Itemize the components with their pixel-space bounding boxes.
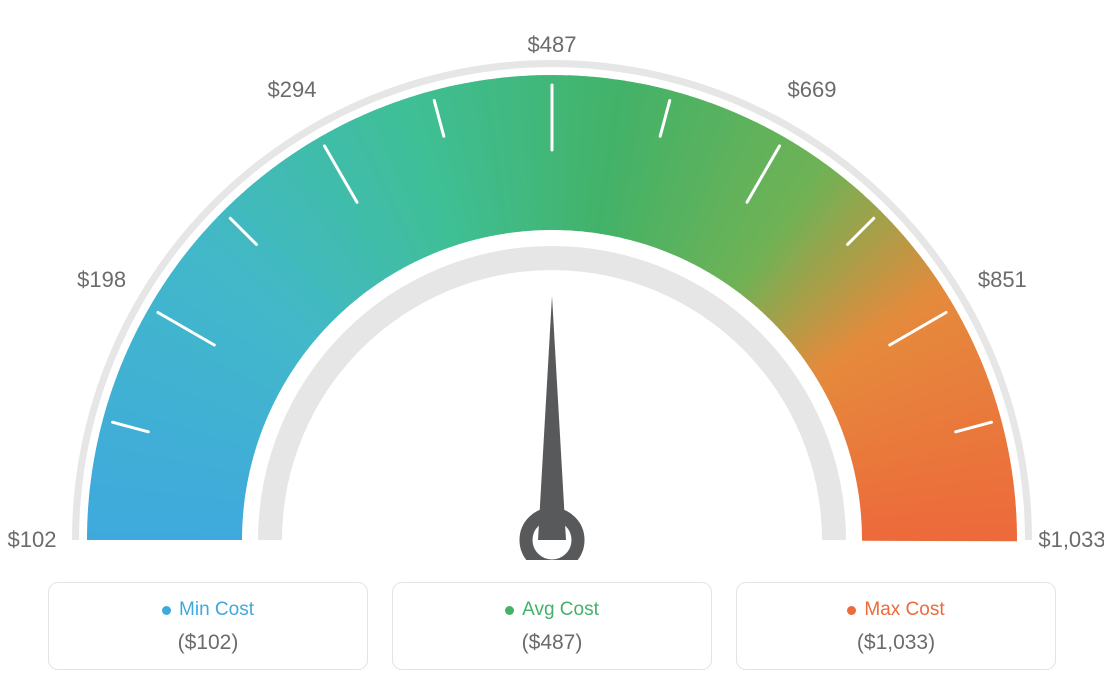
gauge-tick-label: $851 xyxy=(978,267,1027,293)
legend-card-avg: Avg Cost ($487) xyxy=(392,582,712,670)
legend-label-max: Max Cost xyxy=(864,599,944,621)
gauge-tick-label: $487 xyxy=(528,32,577,58)
legend-card-max: Max Cost ($1,033) xyxy=(736,582,1056,670)
legend-title-min: Min Cost xyxy=(162,599,254,621)
legend-card-min: Min Cost ($102) xyxy=(48,582,368,670)
gauge-tick-label: $198 xyxy=(77,267,126,293)
gauge-tick-label: $1,033 xyxy=(1038,527,1104,553)
legend-title-max: Max Cost xyxy=(847,599,944,621)
legend-label-avg: Avg Cost xyxy=(522,599,599,621)
legend-value-max: ($1,033) xyxy=(737,631,1055,655)
legend-title-avg: Avg Cost xyxy=(505,599,599,621)
legend-dot-min xyxy=(162,606,171,615)
gauge-svg xyxy=(0,0,1104,560)
gauge-tick-label: $669 xyxy=(788,77,837,103)
legend-row: Min Cost ($102) Avg Cost ($487) Max Cost… xyxy=(0,582,1104,670)
legend-dot-avg xyxy=(505,606,514,615)
legend-label-min: Min Cost xyxy=(179,599,254,621)
legend-dot-max xyxy=(847,606,856,615)
legend-value-min: ($102) xyxy=(49,631,367,655)
legend-value-avg: ($487) xyxy=(393,631,711,655)
gauge-tick-label: $102 xyxy=(8,527,57,553)
gauge-chart: $102 $198 $294 $487 $669 $851 $1,033 xyxy=(0,0,1104,560)
gauge-tick-label: $294 xyxy=(268,77,317,103)
